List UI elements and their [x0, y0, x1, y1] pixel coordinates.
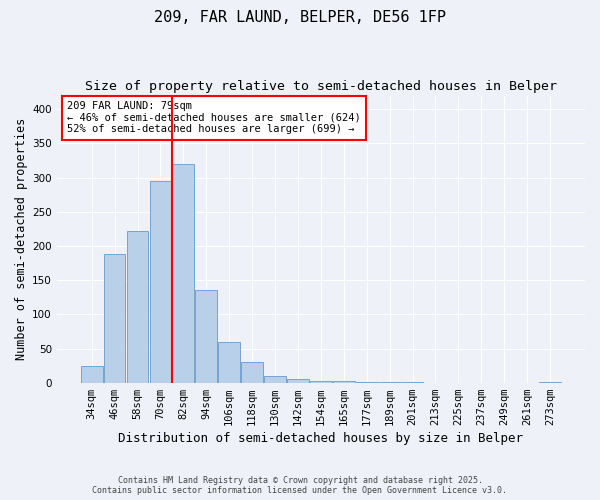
Y-axis label: Number of semi-detached properties: Number of semi-detached properties [15, 118, 28, 360]
Bar [218, 342, 240, 382]
Bar [104, 254, 125, 382]
Bar [196, 290, 217, 382]
Text: 209 FAR LAUND: 79sqm
← 46% of semi-detached houses are smaller (624)
52% of semi: 209 FAR LAUND: 79sqm ← 46% of semi-detac… [67, 102, 361, 134]
Bar [127, 231, 148, 382]
Bar [310, 380, 332, 382]
Bar [81, 366, 103, 382]
Title: Size of property relative to semi-detached houses in Belper: Size of property relative to semi-detach… [85, 80, 557, 93]
Bar [149, 181, 172, 382]
Bar [172, 164, 194, 382]
Text: Contains HM Land Registry data © Crown copyright and database right 2025.
Contai: Contains HM Land Registry data © Crown c… [92, 476, 508, 495]
Text: 209, FAR LAUND, BELPER, DE56 1FP: 209, FAR LAUND, BELPER, DE56 1FP [154, 10, 446, 25]
X-axis label: Distribution of semi-detached houses by size in Belper: Distribution of semi-detached houses by … [118, 432, 523, 445]
Bar [264, 376, 286, 382]
Bar [241, 362, 263, 382]
Bar [287, 380, 309, 382]
